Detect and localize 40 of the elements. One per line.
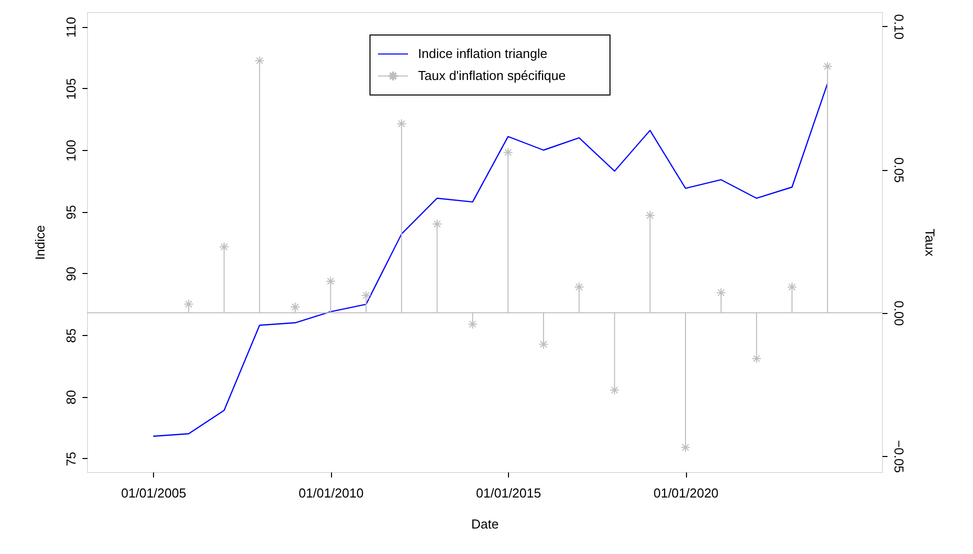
point xyxy=(184,299,194,310)
y-axis-title: Indice xyxy=(32,225,48,260)
y2-tick-label: −0.05 xyxy=(892,440,906,473)
y-tick-label: 80 xyxy=(64,390,78,405)
y-tick-label: 95 xyxy=(64,205,78,220)
y-tick-label: 85 xyxy=(64,328,78,343)
x-tick-label: 01/01/2010 xyxy=(298,486,364,500)
y-tick-label: 105 xyxy=(64,78,78,100)
point xyxy=(538,339,549,350)
legend-label: Taux d'inflation spécifique xyxy=(418,68,566,83)
y-tick-label: 90 xyxy=(64,266,78,282)
y-tick-label: 110 xyxy=(64,16,78,38)
point xyxy=(290,302,300,312)
y-tick-label: 100 xyxy=(64,140,78,162)
point xyxy=(468,319,478,330)
point xyxy=(326,276,336,286)
point xyxy=(716,288,726,298)
point xyxy=(219,242,230,252)
x-tick-label: 01/01/2020 xyxy=(653,486,719,500)
point xyxy=(396,118,407,129)
line-series xyxy=(152,82,828,437)
point xyxy=(361,290,372,301)
point xyxy=(574,282,584,292)
point xyxy=(645,210,656,220)
point xyxy=(254,56,265,66)
y2-tick-label: 0.00 xyxy=(892,300,906,326)
legend-label: Indice inflation triangle xyxy=(418,46,548,61)
point xyxy=(822,61,832,72)
point xyxy=(787,282,797,292)
point xyxy=(610,385,620,396)
point xyxy=(503,147,514,158)
x-axis-title: Date xyxy=(471,516,499,532)
x-tick-label: 01/01/2015 xyxy=(476,486,542,500)
y2-axis-title: Taux xyxy=(922,228,938,257)
point xyxy=(432,218,442,229)
point xyxy=(752,354,762,364)
y2-tick-label: 0.10 xyxy=(892,14,906,40)
x-tick-label: 01/01/2005 xyxy=(121,486,186,500)
y2-tick-label: 0.05 xyxy=(892,157,906,183)
y-tick-label: 75 xyxy=(64,452,78,466)
